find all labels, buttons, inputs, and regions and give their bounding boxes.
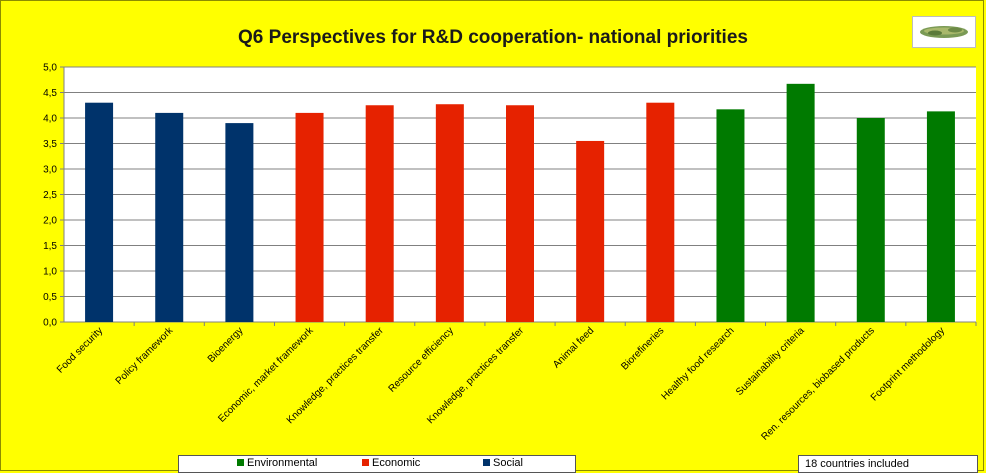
chart-title: Q6 Perspectives for R&D cooperation- nat… <box>238 27 748 48</box>
x-tick-label: Food security <box>55 325 105 375</box>
y-tick-label: 3,5 <box>43 139 57 150</box>
bar <box>435 104 464 322</box>
legend-swatch-social <box>483 459 490 466</box>
bar <box>646 102 675 322</box>
y-tick-label: 4,0 <box>43 114 57 125</box>
x-tick-label: Policy framework <box>114 325 176 387</box>
bar <box>365 105 394 322</box>
legend-item-environmental: Environmental <box>237 457 317 469</box>
bar <box>506 105 534 322</box>
countries-note: 18 countries included <box>798 455 978 473</box>
y-tick-label: 1,0 <box>43 267 57 278</box>
y-tick-label: 3,0 <box>43 165 57 176</box>
legend: Environmental Economic Social <box>178 455 576 473</box>
y-tick-label: 1,5 <box>43 241 57 252</box>
y-tick-label: 5,0 <box>43 63 57 74</box>
legend-label-environmental: Environmental <box>247 457 318 469</box>
x-tick-label: Biorefineries <box>619 325 666 372</box>
y-tick-label: 2,0 <box>43 216 57 227</box>
logo <box>912 16 976 48</box>
legend-item-social: Social <box>483 457 523 469</box>
bar <box>576 140 605 322</box>
x-tick-label: Animal feed <box>551 325 596 370</box>
bar <box>786 83 815 322</box>
legend-label-economic: Economic <box>372 457 421 469</box>
x-tick-label: Ren. resources, biobased products <box>759 325 876 442</box>
y-tick-label: 0,5 <box>43 292 57 303</box>
x-tick-label: Footprint methodology <box>869 325 947 403</box>
x-tick-label: Bioenergy <box>206 325 246 365</box>
bar <box>716 109 745 322</box>
bar <box>85 102 114 322</box>
bar <box>856 118 885 322</box>
legend-swatch-economic <box>362 459 369 466</box>
x-tick-label: Healthy food research <box>660 325 737 402</box>
x-tick-label: Resource efficiency <box>387 325 456 394</box>
y-tick-label: 2,5 <box>43 190 57 201</box>
bar <box>295 112 324 323</box>
bar <box>926 111 955 323</box>
x-tick-label: Sustainability criteria <box>734 325 807 398</box>
legend-swatch-environmental <box>237 459 244 466</box>
y-tick-label: 0,0 <box>43 318 57 329</box>
legend-label-social: Social <box>493 457 523 469</box>
legend-item-economic: Economic <box>362 457 420 469</box>
bar <box>155 112 184 323</box>
y-tick-label: 4,5 <box>43 88 57 99</box>
bar <box>225 123 254 322</box>
